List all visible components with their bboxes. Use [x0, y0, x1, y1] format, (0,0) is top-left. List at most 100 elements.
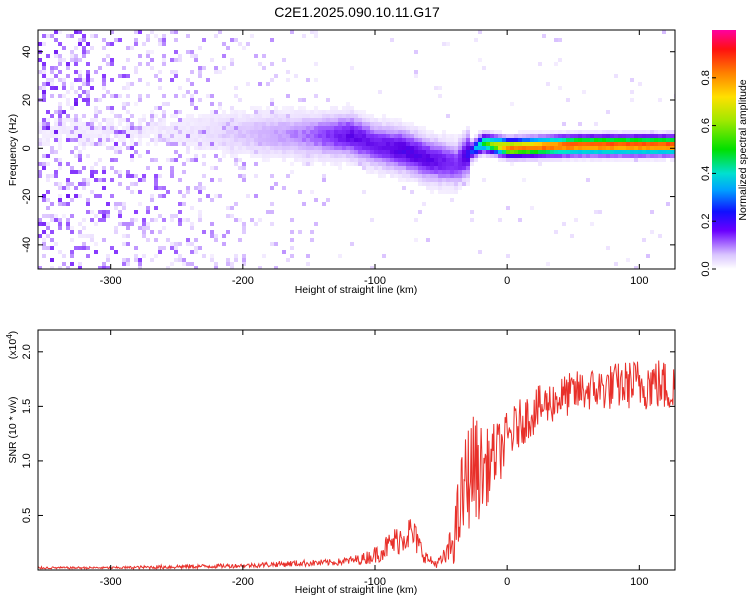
heatmap-cell: [58, 266, 62, 269]
heatmap-cell: [142, 178, 146, 182]
heatmap-cell: [54, 126, 58, 130]
heatmap-cell: [106, 146, 110, 150]
heatmap-cell: [234, 94, 238, 98]
heatmap-cell: [38, 170, 42, 174]
snr-y-scale-factor: (x104): [5, 331, 19, 359]
snr-series-line: [38, 360, 675, 570]
heatmap-cell: [158, 122, 162, 126]
heatmap-cell: [74, 30, 78, 34]
heatmap-cell: [434, 150, 438, 154]
heatmap-cell: [78, 94, 82, 98]
heatmap-cell: [90, 86, 94, 90]
heatmap-cell: [122, 142, 126, 146]
heatmap-cell: [214, 138, 218, 142]
heatmap-cell: [534, 142, 538, 146]
heatmap-cell: [202, 134, 206, 138]
heatmap-cell: [142, 42, 146, 46]
heatmap-cell: [350, 142, 354, 146]
heatmap-cell: [302, 154, 306, 158]
heatmap-cell: [282, 130, 286, 134]
heatmap-cell: [58, 138, 62, 142]
heatmap-cell: [642, 130, 646, 134]
heatmap-cell: [202, 130, 206, 134]
heatmap-cell: [122, 202, 126, 206]
heatmap-cell: [482, 178, 486, 182]
heatmap-cell: [450, 142, 454, 146]
heatmap-cell: [430, 174, 434, 178]
heatmap-cell: [246, 142, 250, 146]
heatmap-cell: [266, 146, 270, 150]
heatmap-cell: [470, 146, 474, 150]
heatmap-cell: [358, 154, 362, 158]
heatmap-cell: [334, 126, 338, 130]
heatmap-cell: [38, 86, 42, 90]
heatmap-cell: [50, 82, 54, 86]
heatmap-cell: [114, 114, 118, 118]
heatmap-cell: [210, 166, 214, 170]
heatmap-cell: [546, 82, 550, 86]
heatmap-cell: [342, 114, 346, 118]
heatmap-cell: [542, 150, 546, 154]
heatmap-cell: [178, 242, 182, 246]
heatmap-cell: [382, 254, 386, 258]
heatmap-cell: [602, 146, 606, 150]
heatmap-cell: [198, 134, 202, 138]
heatmap-cell: [130, 130, 134, 134]
heatmap-cell: [138, 266, 142, 269]
heatmap-cell: [634, 138, 638, 142]
heatmap-cell: [518, 218, 522, 222]
heatmap-cell: [466, 162, 470, 166]
heatmap-cell: [82, 46, 86, 50]
heatmap-cell: [370, 170, 374, 174]
heatmap-cell: [162, 102, 166, 106]
heatmap-cell: [314, 106, 318, 110]
heatmap-cell: [70, 230, 74, 234]
heatmap-cell: [322, 162, 326, 166]
heatmap-cell: [586, 134, 590, 138]
heatmap-cell: [134, 258, 138, 262]
heatmap-cell: [522, 138, 526, 142]
heatmap-cell: [618, 158, 622, 162]
heatmap-cell: [222, 110, 226, 114]
heatmap-cell: [218, 146, 222, 150]
heatmap-cell: [178, 154, 182, 158]
heatmap-cell: [630, 146, 634, 150]
heatmap-cell: [490, 154, 494, 158]
heatmap-cell: [326, 134, 330, 138]
heatmap-cell: [126, 186, 130, 190]
heatmap-cell: [234, 150, 238, 154]
heatmap-cell: [98, 138, 102, 142]
heatmap-cell: [78, 42, 82, 46]
heatmap-cell: [242, 110, 246, 114]
heatmap-cell: [186, 34, 190, 38]
heatmap-cell: [350, 118, 354, 122]
heatmap-cell: [66, 34, 70, 38]
heatmap-cell: [438, 154, 442, 158]
heatmap-cell: [118, 174, 122, 178]
heatmap-cell: [246, 118, 250, 122]
heatmap-cell: [114, 250, 118, 254]
heatmap-cell: [78, 122, 82, 126]
heatmap-cell: [502, 146, 506, 150]
heatmap-cell: [62, 262, 66, 266]
heatmap-cell: [414, 138, 418, 142]
heatmap-cell: [74, 54, 78, 58]
heatmap-cell: [134, 254, 138, 258]
heatmap-cell: [294, 126, 298, 130]
heatmap-cell: [374, 118, 378, 122]
heatmap-cell: [382, 142, 386, 146]
heatmap-cell: [178, 130, 182, 134]
heatmap-cell: [162, 226, 166, 230]
heatmap-cell: [142, 230, 146, 234]
heatmap-cell: [178, 178, 182, 182]
heatmap-cell: [426, 134, 430, 138]
heatmap-cell: [130, 182, 134, 186]
heatmap-cell: [558, 150, 562, 154]
heatmap-cell: [418, 210, 422, 214]
heatmap-cell: [442, 154, 446, 158]
heatmap-cell: [426, 178, 430, 182]
heatmap-cell: [154, 142, 158, 146]
heatmap-cell: [610, 134, 614, 138]
heatmap-cell: [658, 138, 662, 142]
spectrogram-y-tick-label: -40: [21, 237, 33, 253]
